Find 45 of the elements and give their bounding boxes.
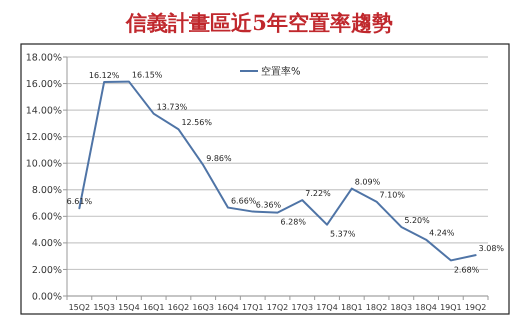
data-label: 7.10% [380,190,406,200]
x-tick-label: 17Q4 [316,303,338,312]
x-tick-label: 19Q2 [464,303,486,312]
legend-label: 空置率% [261,66,301,78]
y-tick-label: 8.00% [32,185,62,196]
data-label: 6.28% [280,218,306,227]
x-tick-label: 17Q2 [266,303,288,312]
y-tick-label: 4.00% [32,238,62,250]
data-label: 8.09% [354,178,381,187]
data-label: 3.08% [478,244,504,254]
data-label: 6.66% [230,196,257,206]
x-tick-label: 15Q2 [68,303,90,312]
x-tick-label: 17Q3 [291,303,314,312]
data-label: 2.68% [454,265,480,274]
x-tick-label: 15Q4 [118,303,140,312]
x-tick-label: 17Q1 [242,303,264,312]
data-label: 5.37% [330,230,356,239]
data-label: 16.15% [132,70,163,80]
data-label: 6.36% [256,200,282,210]
data-label: 7.22% [305,189,332,198]
x-tick-label: 16Q4 [217,303,239,312]
data-label: 16.12% [88,70,120,80]
y-tick-label: 16.00% [26,78,62,90]
y-tick-label: 0.00% [32,291,62,302]
x-tick-label: 18Q1 [341,303,363,312]
x-tick-label: 16Q3 [192,303,214,312]
y-tick-label: 14.00% [26,105,62,116]
data-label: 4.24% [429,228,455,238]
y-tick-label: 18.00% [26,52,62,64]
data-label: 5.20% [404,216,430,225]
x-tick-label: 18Q2 [366,303,388,312]
data-label: 13.73% [156,102,188,112]
y-tick-label: 2.00% [32,264,62,276]
x-tick-label: 15Q3 [93,303,115,312]
data-label: 12.56% [181,118,212,128]
x-tick-label: 16Q2 [168,303,190,312]
y-tick-label: 12.00% [26,132,62,143]
x-tick-label: 16Q1 [142,303,164,312]
x-tick-label: 18Q4 [415,303,437,312]
y-tick-label: 6.00% [32,212,62,223]
x-tick-label: 19Q1 [440,303,462,312]
y-tick-label: 10.00% [26,158,62,170]
chart-title: 信義計畫區近5年空置率趨勢 [125,10,393,35]
data-label: 9.86% [206,154,232,164]
x-tick-label: 18Q3 [390,303,412,312]
